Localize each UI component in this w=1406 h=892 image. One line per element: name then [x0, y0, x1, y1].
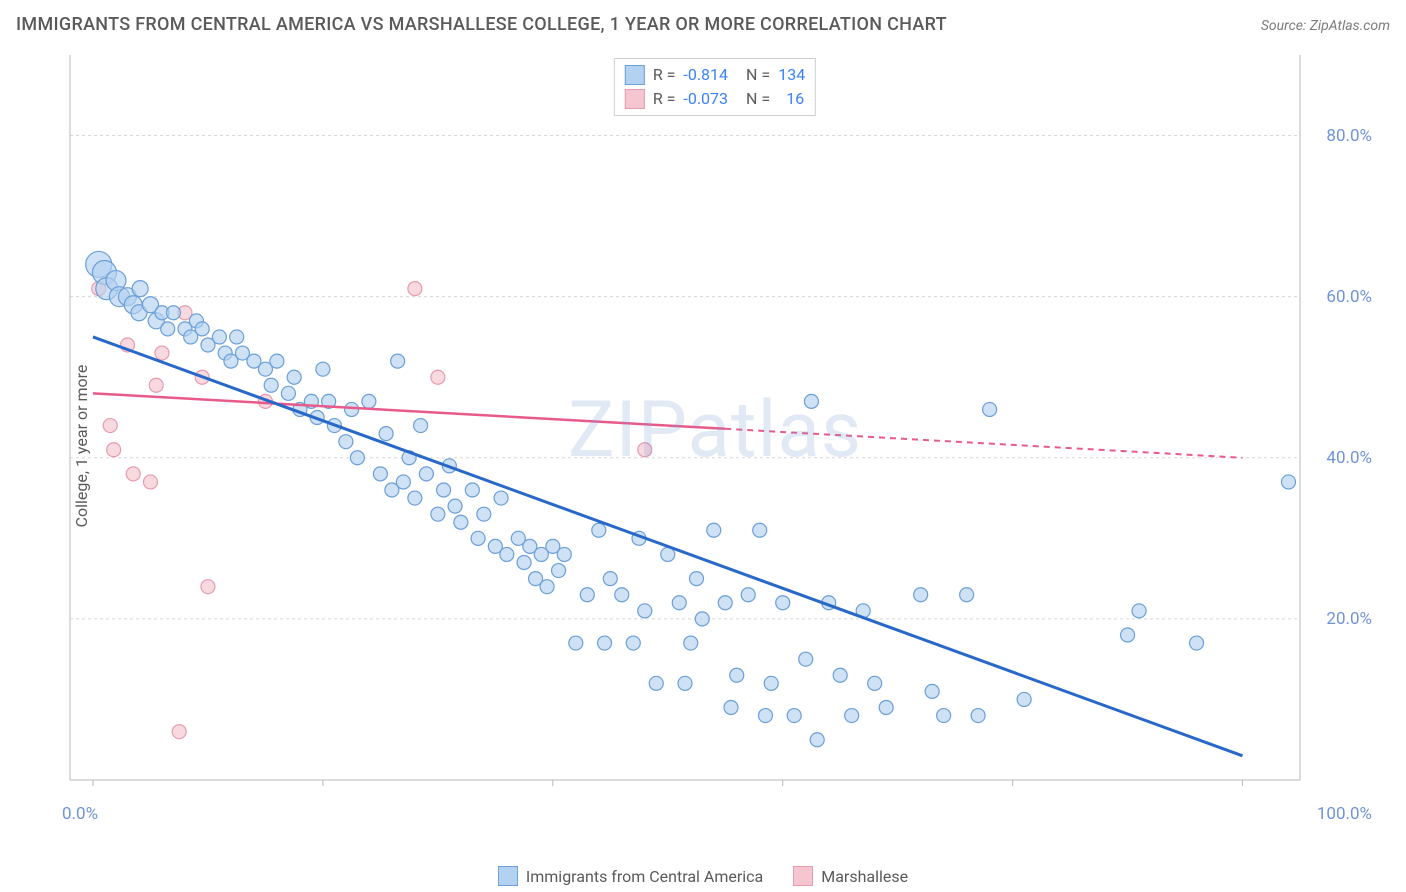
scatter-chart: ZIPatlas R = -0.814 N = 134 R = -0.073 N…	[50, 50, 1380, 820]
legend-swatch-1	[625, 65, 645, 85]
n-value-2: 16	[778, 87, 804, 111]
y-tick-label: 60.0%	[1326, 287, 1372, 307]
y-tick-label: 40.0%	[1326, 448, 1372, 468]
n-label: N =	[746, 63, 770, 87]
source-label: Source: ZipAtlas.com	[1261, 18, 1390, 34]
legend-item-2: Marshallese	[793, 866, 908, 886]
chart-svg	[50, 50, 1380, 820]
y-tick-label: 80.0%	[1326, 126, 1372, 146]
legend-label-1: Immigrants from Central America	[526, 867, 763, 886]
legend-swatch-icon	[498, 866, 518, 886]
y-tick-label: 20.0%	[1326, 609, 1372, 629]
legend-item-1: Immigrants from Central America	[498, 866, 763, 886]
legend-label-2: Marshallese	[821, 867, 908, 886]
legend-row-1: R = -0.814 N = 134	[625, 63, 805, 87]
r-value-1: -0.814	[683, 63, 728, 87]
n-label: N =	[746, 87, 770, 111]
x-axis-max: 100.0%	[1317, 804, 1372, 824]
legend-swatch-2	[625, 89, 645, 109]
x-axis-min: 0.0%	[62, 804, 98, 824]
legend-row-2: R = -0.073 N = 16	[625, 87, 805, 111]
correlation-legend: R = -0.814 N = 134 R = -0.073 N = 16	[614, 58, 816, 116]
r-label: R =	[653, 87, 676, 111]
r-value-2: -0.073	[683, 87, 728, 111]
legend-swatch-icon	[793, 866, 813, 886]
chart-title: IMMIGRANTS FROM CENTRAL AMERICA VS MARSH…	[16, 14, 947, 35]
r-label: R =	[653, 63, 676, 87]
n-value-1: 134	[778, 63, 805, 87]
series-legend: Immigrants from Central America Marshall…	[0, 866, 1406, 886]
